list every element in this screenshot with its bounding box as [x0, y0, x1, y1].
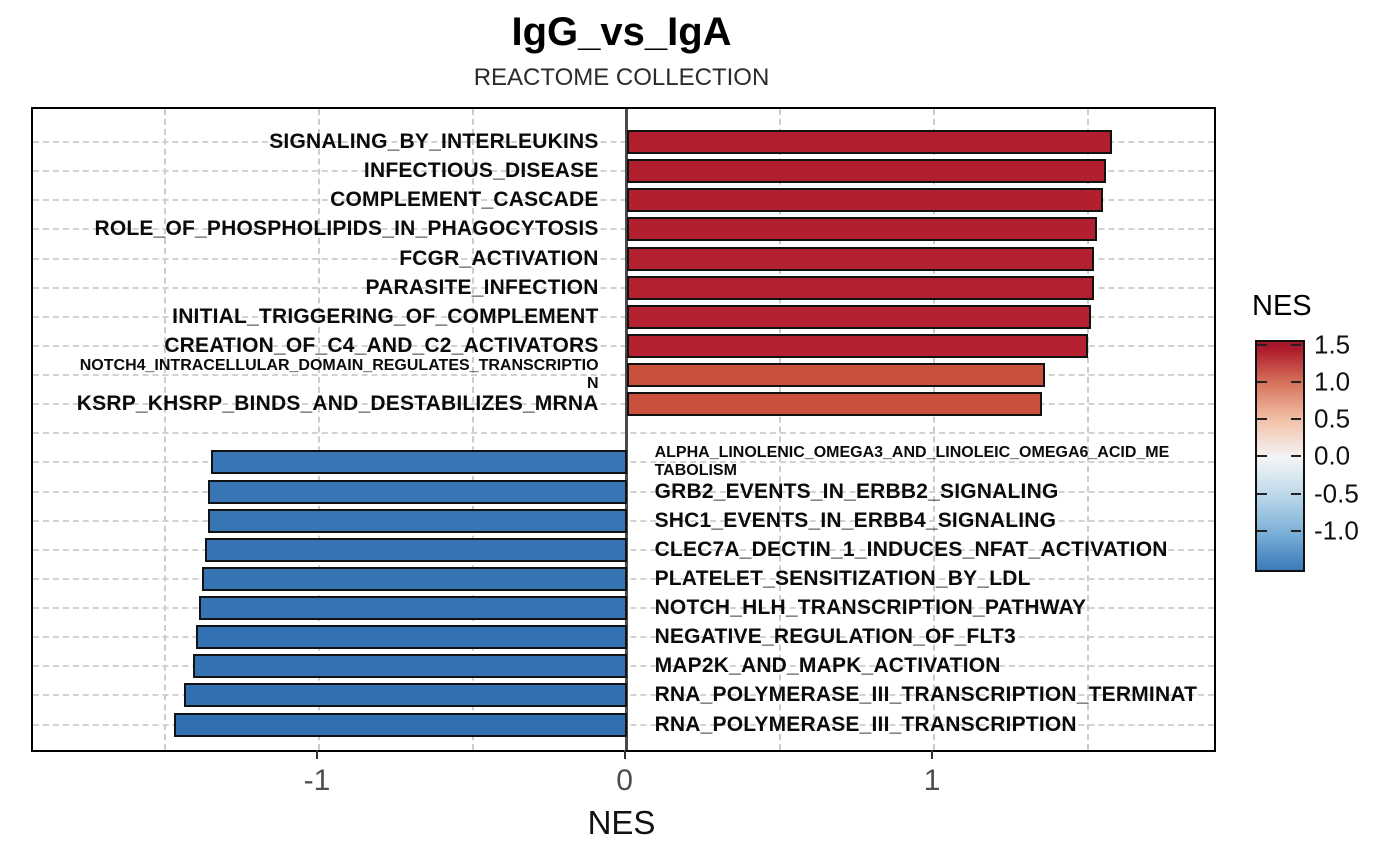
nes-bar [196, 625, 627, 650]
pathway-label: PLATELET_SENSITIZATION_BY_LDL [654, 567, 1031, 591]
colorbar-tick-right [1291, 418, 1301, 421]
page-title: IgG_vs_IgA [511, 10, 732, 54]
horizontal-gridline [33, 374, 1214, 377]
horizontal-gridline [33, 141, 1214, 143]
zero-axis-line [625, 109, 629, 750]
colorbar-tick-right [1291, 529, 1301, 532]
colorbar-tick-label: -0.5 [1314, 478, 1359, 509]
vertical-gridline [318, 109, 321, 750]
nes-bar [174, 712, 627, 737]
pathway-label: CREATION_OF_C4_AND_C2_ACTIVATORS [164, 334, 599, 358]
plot-panel: SIGNALING_BY_INTERLEUKINS INFECTIOUS_DISE… [31, 107, 1216, 752]
x-axis-tick [623, 750, 626, 759]
vertical-gridline [933, 109, 936, 750]
vertical-gridline [471, 109, 474, 750]
vertical-gridline [164, 109, 167, 750]
pathway-label: RNA_POLYMERASE_III_TRANSCRIPTION [654, 712, 1077, 736]
nes-bar [199, 596, 627, 621]
nes-bar [183, 683, 627, 708]
pathway-label: INITIAL_TRIGGERING_OF_COMPLEMENT [172, 305, 599, 329]
pathway-label: ALPHA_LINOLENIC_OMEGA3_AND_LINOLEIC_OMEG… [654, 444, 1170, 480]
horizontal-gridline [33, 432, 1214, 435]
vertical-gridline [779, 109, 782, 750]
horizontal-gridline [33, 199, 1214, 202]
horizontal-gridline [33, 170, 1214, 173]
legend-title: NES [1252, 290, 1312, 322]
pathway-label: MAP2K_AND_MAPK_ACTIVATION [654, 654, 1001, 678]
nes-bar [192, 654, 627, 679]
nes-bar [626, 392, 1042, 417]
x-axis-tick [931, 750, 934, 759]
page-subtitle: REACTOME COLLECTION [473, 64, 770, 91]
pathway-label: INFECTIOUS_DISEASE [363, 159, 599, 183]
nes-bar [626, 275, 1095, 300]
horizontal-gridline [33, 257, 1214, 260]
colorbar-tick-left [1257, 380, 1267, 383]
x-axis-title: NES [587, 804, 656, 841]
nes-bar [626, 304, 1091, 329]
nes-bar [208, 508, 627, 533]
pathway-label: RNA_POLYMERASE_III_TRANSCRIPTION_TERMINA… [654, 683, 1198, 707]
nes-bar [208, 479, 627, 504]
x-axis-tick-label: 1 [923, 764, 941, 797]
pathway-label: ROLE_OF_PHOSPHOLIPIDS_IN_PHAGOCYTOSIS [94, 217, 599, 241]
colorbar-tick-left [1257, 343, 1267, 346]
colorbar-tick-right [1291, 380, 1301, 383]
pathway-label: FCGR_ACTIVATION [399, 246, 599, 270]
pathway-label: SHC1_EVENTS_IN_ERBB4_SIGNALING [654, 508, 1057, 532]
x-axis-tick-label: 0 [616, 764, 633, 797]
pathway-label: GRB2_EVENTS_IN_ERBB2_SIGNALING [654, 479, 1059, 503]
nes-bar [626, 246, 1095, 271]
colorbar-tick-left [1257, 529, 1267, 532]
nes-bar [202, 566, 627, 591]
vertical-gridline [1086, 109, 1089, 750]
colorbar-tick-left [1257, 492, 1267, 495]
nes-bar [626, 363, 1045, 388]
horizontal-gridline [33, 403, 1214, 406]
colorbar-tick-label: 1.0 [1314, 366, 1351, 397]
horizontal-gridline [33, 286, 1214, 289]
colorbar-tick-right [1291, 343, 1301, 346]
pathway-label: PARASITE_INFECTION [365, 275, 599, 299]
horizontal-gridline [33, 344, 1214, 347]
nes-bar [626, 130, 1113, 154]
colorbar-tick-left [1257, 418, 1267, 421]
pathway-label: SIGNALING_BY_INTERLEUKINS [269, 130, 599, 154]
x-axis-tick [316, 750, 319, 759]
pathway-label: NEGATIVE_REGULATION_OF_FLT3 [654, 625, 1016, 649]
colorbar-tick-right [1291, 492, 1301, 495]
colorbar-tick-label: 1.5 [1314, 329, 1351, 360]
nes-bar [626, 333, 1088, 358]
colorbar-tick-label: -1.0 [1314, 515, 1359, 546]
x-axis-tick-label: -1 [303, 764, 331, 797]
nes-bar [626, 159, 1107, 184]
horizontal-gridline [33, 228, 1214, 231]
colorbar-tick-right [1291, 455, 1301, 458]
nes-bar [626, 217, 1098, 242]
nes-bar [211, 450, 627, 475]
colorbar-tick-left [1257, 455, 1267, 458]
pathway-label: COMPLEMENT_CASCADE [330, 188, 599, 212]
horizontal-gridline [33, 315, 1214, 318]
pathway-label: CLEC7A_DECTIN_1_INDUCES_NFAT_ACTIVATION [654, 538, 1168, 562]
colorbar-tick-label: 0.0 [1314, 440, 1351, 471]
pathway-label: NOTCH4_INTRACELLULAR_DOMAIN_REGULATES_TR… [79, 357, 599, 393]
pathway-label: KSRP_KHSRP_BINDS_AND_DESTABILIZES_MRNA [76, 392, 599, 416]
nes-bar [205, 537, 627, 562]
nes-bar [626, 188, 1104, 213]
colorbar-tick-label: 0.5 [1314, 403, 1351, 434]
pathway-label: NOTCH_HLH_TRANSCRIPTION_PATHWAY [654, 596, 1087, 620]
